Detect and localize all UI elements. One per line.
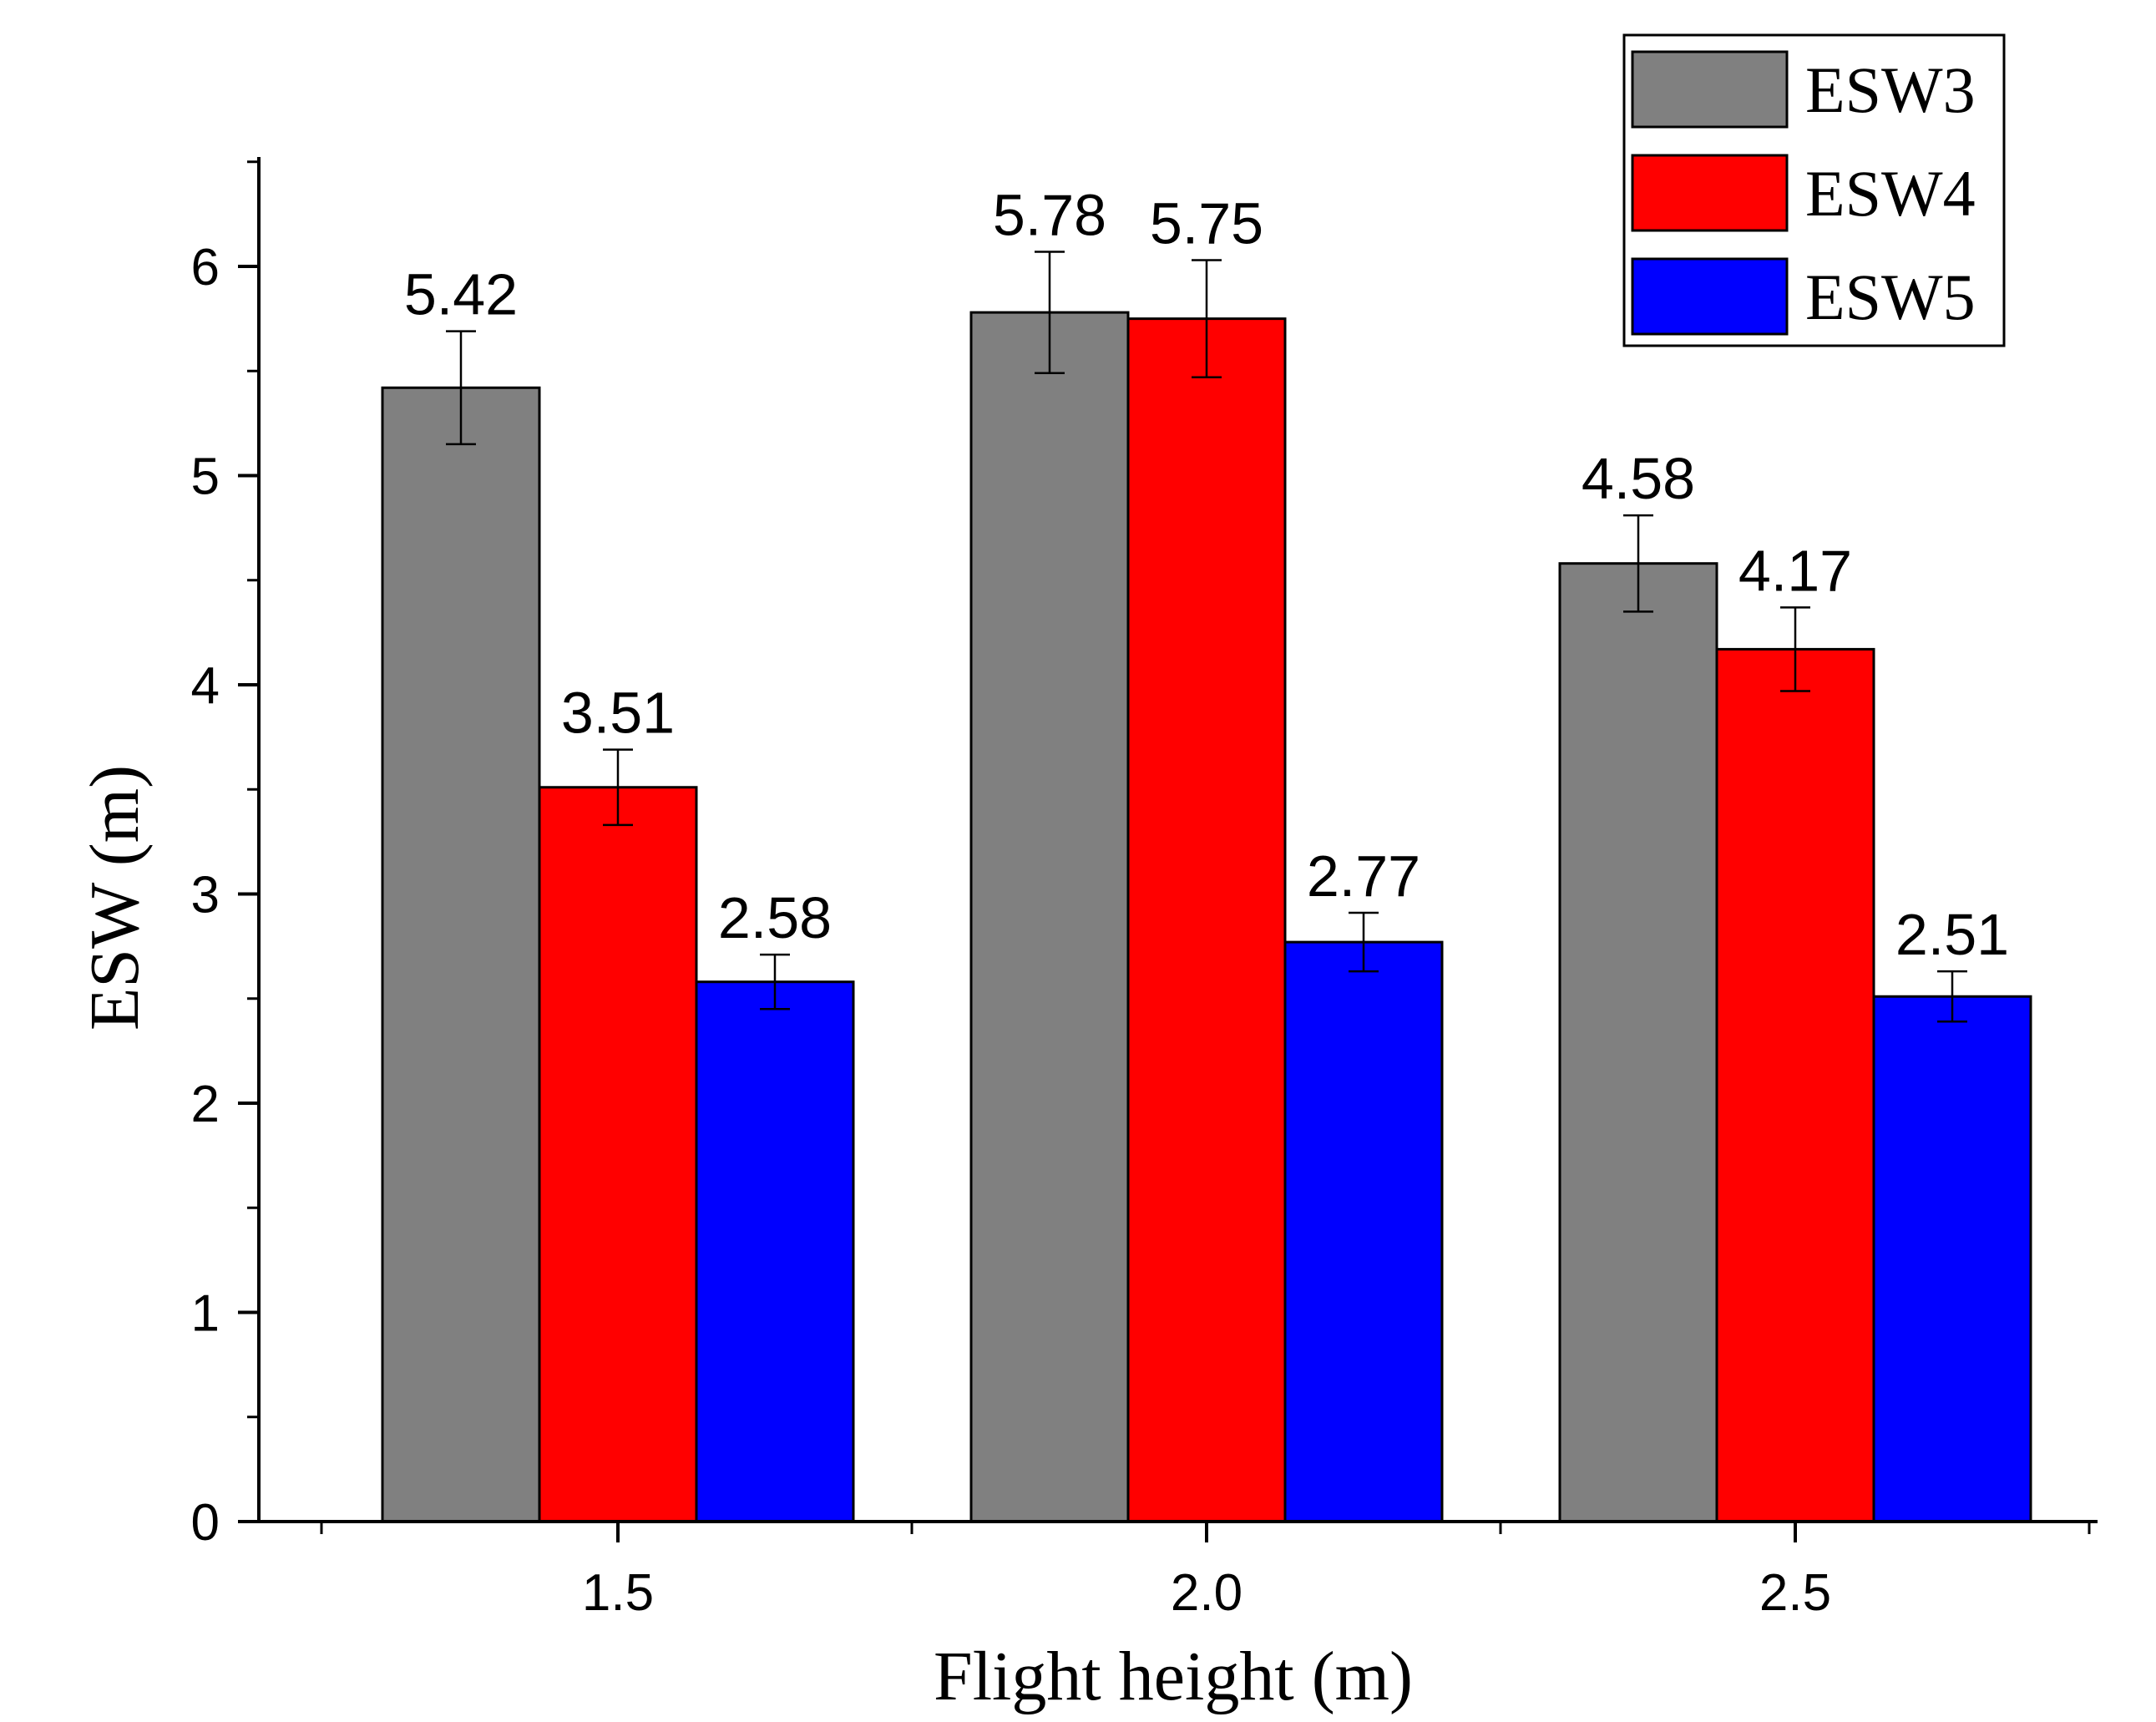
bar-esw5-1.5 [695, 980, 855, 1523]
bar-esw3-2.5 [1558, 562, 1718, 1523]
y-tick-label-3: 3 [191, 867, 220, 924]
legend-label-esw3: ESW3 [1805, 53, 1976, 126]
bar-esw3-1.5 [381, 386, 541, 1523]
data-label-esw4-2.0: 5.75 [1150, 190, 1263, 256]
data-label-esw5-2.5: 2.51 [1895, 902, 2009, 967]
y-tick-label-6: 6 [191, 239, 220, 296]
legend-swatch-esw3 [1631, 50, 1789, 129]
data-label-esw5-1.5: 2.58 [718, 885, 832, 950]
legend-label-esw5: ESW5 [1805, 261, 1976, 333]
legend-label-esw4: ESW4 [1805, 157, 1976, 230]
y-tick-label-4: 4 [191, 657, 220, 715]
data-label-esw4-2.5: 4.17 [1738, 538, 1852, 603]
legend: ESW3 ESW4 ESW5 [1622, 33, 2006, 347]
y-axis-title: ESW (m) [76, 765, 154, 1031]
y-tick-label-1: 1 [191, 1285, 220, 1343]
y-tick-label-0: 0 [191, 1494, 220, 1552]
bar-esw5-2.0 [1283, 940, 1444, 1523]
bar-esw3-2.0 [969, 311, 1130, 1523]
data-label-esw3-1.5: 5.42 [404, 262, 518, 327]
bars-layer [381, 251, 2032, 1523]
data-label-esw3-2.0: 5.78 [993, 182, 1106, 247]
bar-esw5-2.5 [1872, 995, 2032, 1523]
y-tick-label-2: 2 [191, 1076, 220, 1133]
y-tick-label-5: 5 [191, 448, 220, 506]
x-tick-label-1.5: 1.5 [582, 1564, 654, 1622]
data-labels-layer: 5.42 3.51 2.58 5.78 5.75 2.77 4.58 4.17 2.51 [404, 182, 2009, 967]
data-label-esw5-2.0: 2.77 [1307, 843, 1420, 909]
bar-esw4-2.0 [1126, 317, 1287, 1523]
bar-esw4-2.5 [1715, 647, 1875, 1523]
axes-layer: 0 1 2 3 4 5 6 1.5 2.0 2.5 [191, 157, 2098, 1622]
x-axis-title: Flight height (m) [934, 1638, 1413, 1715]
x-tick-label-2.0: 2.0 [1171, 1564, 1242, 1622]
data-label-esw4-1.5: 3.51 [561, 681, 675, 746]
bar-esw4-1.5 [538, 786, 698, 1523]
legend-swatch-esw5 [1631, 257, 1789, 336]
x-tick-label-2.5: 2.5 [1759, 1564, 1831, 1622]
data-label-esw3-2.5: 4.58 [1582, 446, 1695, 511]
legend-swatch-esw4 [1631, 154, 1789, 232]
